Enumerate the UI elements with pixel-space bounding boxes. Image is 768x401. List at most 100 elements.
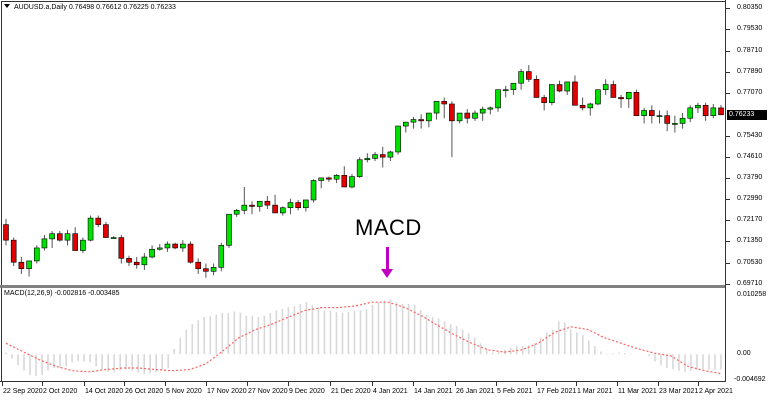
time-axis-label: 23 Mar 2021 <box>659 388 699 395</box>
time-axis-label: 5 Feb 2021 <box>497 388 533 395</box>
time-axis-tick <box>2 382 3 386</box>
price-axis-label: 0.79530 <box>737 25 763 33</box>
chart-title: AUDUSD.a,Daily 0.76498 0.76612 0.76225 0… <box>4 4 176 11</box>
candle <box>418 114 424 129</box>
price-axis-label: 0.72990 <box>737 194 763 202</box>
price-axis-tick <box>726 262 730 264</box>
candle <box>187 241 194 264</box>
price-axis-label: 0.69710 <box>737 280 763 287</box>
candle <box>133 257 140 269</box>
candle <box>533 75 540 98</box>
candle <box>625 92 632 108</box>
pane-separator[interactable] <box>0 285 726 288</box>
candle <box>687 105 694 123</box>
dropdown-triangle-icon[interactable] <box>4 4 10 8</box>
candle <box>241 186 248 215</box>
candle <box>441 97 448 119</box>
candle <box>464 109 471 124</box>
time-axis-tick <box>536 382 537 386</box>
candle <box>156 244 163 251</box>
candle <box>602 79 609 95</box>
candle <box>303 199 309 212</box>
candle <box>41 234 48 251</box>
candle <box>95 215 102 228</box>
price-axis-label: 0.73790 <box>737 174 763 182</box>
candle <box>618 94 624 108</box>
candle <box>287 198 294 215</box>
time-axis-tick <box>206 382 207 386</box>
candle <box>549 84 555 106</box>
macd-pane[interactable] <box>1 288 726 381</box>
time-axis-label: 22 Sep 2020 <box>3 388 43 395</box>
candle <box>364 153 371 163</box>
chart-title-text: AUDUSD.a,Daily 0.76498 0.76612 0.76225 0… <box>14 4 176 11</box>
time-axis-tick <box>165 382 166 386</box>
candle <box>472 110 478 121</box>
candle <box>341 166 348 188</box>
price-axis-tick <box>726 241 730 243</box>
candle <box>710 103 717 119</box>
time-axis-label: 27 Nov 2020 <box>248 388 288 395</box>
candle <box>172 242 178 250</box>
time-axis-label: 26 Oct 2020 <box>125 388 164 395</box>
candle <box>57 231 63 242</box>
candle <box>64 229 71 246</box>
candle <box>279 206 286 216</box>
price-axis-label: 0.72170 <box>737 216 763 224</box>
candle <box>672 115 678 133</box>
candle <box>479 106 486 121</box>
candle <box>310 179 317 203</box>
candle <box>449 101 455 158</box>
candle <box>587 102 594 116</box>
candle <box>249 201 255 215</box>
time-axis-tick <box>247 382 248 386</box>
candle <box>126 255 132 267</box>
candle <box>572 75 578 106</box>
price-axis-label: 0.77890 <box>737 67 763 75</box>
time-axis-label: 1 Mar 2021 <box>577 388 613 395</box>
time-axis-line <box>0 381 726 382</box>
price-axis-tick <box>726 29 730 31</box>
macd-axis-label: -0.004692 <box>734 376 766 383</box>
candle <box>456 112 463 124</box>
candle <box>702 102 709 121</box>
candle <box>333 174 340 184</box>
candle <box>426 112 432 128</box>
time-axis-tick <box>698 382 699 386</box>
macd-axis-label: 0.010258 <box>737 291 767 298</box>
candle <box>80 237 86 254</box>
time-axis-tick <box>658 382 659 386</box>
price-axis-tick <box>726 156 730 158</box>
candle <box>87 215 94 242</box>
time-axis-tick <box>288 382 289 386</box>
time-axis-tick <box>617 382 618 386</box>
candle <box>33 245 40 264</box>
candle <box>641 107 647 124</box>
down-arrow-head-icon <box>381 269 393 278</box>
candle <box>579 97 586 111</box>
price-axis-tick <box>726 220 730 222</box>
candle <box>3 218 9 246</box>
down-arrow-icon <box>386 247 389 271</box>
current-price-badge: 0.76233 <box>727 110 767 120</box>
price-axis-tick <box>726 178 730 180</box>
time-axis-tick <box>372 382 373 386</box>
candle <box>141 253 148 270</box>
time-axis-tick <box>330 382 331 386</box>
candle <box>387 150 394 162</box>
time-axis-tick <box>84 382 85 386</box>
price-axis-tick <box>726 50 730 52</box>
candle <box>664 110 670 132</box>
time-axis-label: 2 Oct 2020 <box>43 388 78 395</box>
candle <box>295 199 301 211</box>
candle <box>210 263 217 276</box>
macd-signal-line <box>5 301 722 375</box>
candle <box>18 257 25 274</box>
price-axis-tick <box>726 93 730 95</box>
time-axis-tick <box>42 382 43 386</box>
time-axis-tick <box>496 382 497 386</box>
candle <box>410 116 417 129</box>
time-axis-label: 14 Oct 2020 <box>85 388 124 395</box>
candle <box>264 196 271 210</box>
